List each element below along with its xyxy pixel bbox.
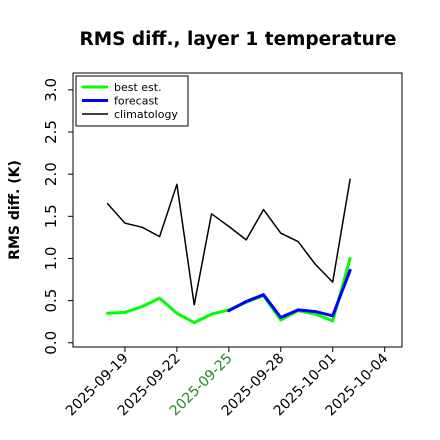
legend-label: climatology: [114, 108, 178, 121]
x-axis: 2025-09-192025-09-222025-09-252025-09-28…: [63, 347, 392, 419]
plot-frame: [72, 72, 403, 348]
y-tick-label: 2.5: [42, 120, 60, 144]
legend-label: best est.: [114, 81, 162, 94]
y-tick-label: 1.5: [42, 204, 60, 228]
chart-title: RMS diff., layer 1 temperature: [80, 29, 397, 50]
y-tick-label: 3.0: [42, 78, 60, 102]
series-layer: [106, 178, 352, 325]
legend-label: forecast: [114, 95, 159, 108]
series-line-best-est: [106, 257, 352, 325]
series-line-climatology: [106, 178, 351, 306]
y-tick-label: 2.0: [42, 162, 60, 186]
y-tick-label: 0.5: [42, 289, 60, 313]
y-axis: 0.0 0.5 1.0 1.5 2.0 2.5 3.0: [42, 78, 73, 355]
y-tick-label: 0.0: [42, 331, 60, 355]
y-tick-label: 1.0: [42, 247, 60, 271]
series-line-forecast: [227, 268, 352, 319]
y-axis-label: RMS diff. (K): [7, 160, 23, 260]
